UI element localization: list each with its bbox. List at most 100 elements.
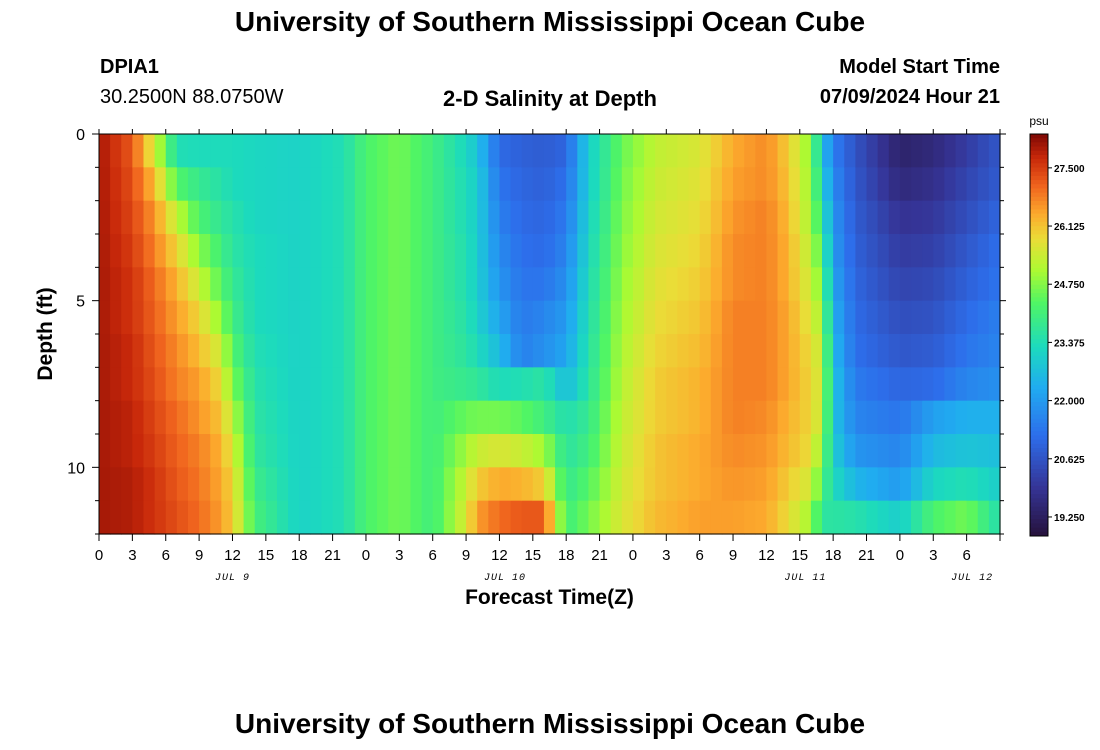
heatmap-cell bbox=[388, 400, 400, 435]
heatmap-cell bbox=[299, 167, 311, 202]
heatmap-cell bbox=[477, 134, 489, 168]
heatmap-cell bbox=[899, 167, 912, 202]
heatmap-cell bbox=[121, 334, 133, 368]
heatmap-cell bbox=[966, 467, 979, 502]
heatmap-cell bbox=[510, 334, 523, 368]
heatmap-cell bbox=[110, 400, 122, 435]
heatmap-cell bbox=[132, 400, 145, 435]
heatmap-cell bbox=[733, 400, 745, 435]
heatmap-cell bbox=[710, 400, 723, 435]
heatmap-cell bbox=[899, 467, 912, 502]
heatmap-cell bbox=[666, 367, 679, 402]
heatmap-cell bbox=[110, 234, 122, 268]
heatmap-cell bbox=[165, 167, 178, 202]
heatmap-cell bbox=[833, 300, 845, 335]
heatmap-cell bbox=[632, 334, 645, 368]
heatmap-cell bbox=[443, 400, 456, 435]
heatmap-cell bbox=[666, 434, 679, 468]
heatmap-cell bbox=[543, 467, 556, 502]
colorbar-strip bbox=[1030, 322, 1048, 328]
heatmap-cell bbox=[399, 200, 412, 235]
heatmap-cell bbox=[510, 467, 523, 502]
heatmap-cell bbox=[677, 267, 690, 302]
heatmap-cell bbox=[477, 167, 489, 202]
heatmap-cell bbox=[243, 334, 256, 368]
heatmap-cell bbox=[365, 467, 378, 502]
colorbar-strip bbox=[1030, 297, 1048, 302]
colorbar-strip bbox=[1030, 427, 1048, 432]
heatmap-cell bbox=[165, 467, 178, 502]
heatmap-cell bbox=[922, 267, 934, 302]
heatmap-cell bbox=[877, 467, 890, 502]
heatmap-cell bbox=[710, 200, 723, 235]
heatmap-cell bbox=[543, 334, 556, 368]
heatmap-cell bbox=[788, 334, 801, 368]
colorbar-strip bbox=[1030, 381, 1048, 386]
heatmap-cell bbox=[655, 234, 667, 268]
heatmap-cell bbox=[632, 267, 645, 302]
heatmap-cell bbox=[955, 500, 968, 535]
colorbar-strip bbox=[1030, 201, 1048, 206]
x-tick-label: 0 bbox=[362, 547, 370, 564]
colorbar-tick-label: 26.125 bbox=[1054, 222, 1085, 233]
colorbar-strip bbox=[1030, 217, 1048, 223]
heatmap-cell bbox=[555, 434, 567, 468]
heatmap-cell bbox=[343, 367, 356, 402]
heatmap-cell bbox=[377, 134, 389, 168]
heatmap-cell bbox=[810, 400, 823, 435]
heatmap-cell bbox=[232, 467, 245, 502]
heatmap-cell bbox=[733, 167, 745, 202]
heatmap-cell bbox=[810, 134, 823, 168]
heatmap-cell bbox=[699, 400, 712, 435]
heatmap-cell bbox=[677, 334, 690, 368]
heatmap-cell bbox=[988, 267, 1001, 302]
heatmap-cell bbox=[644, 300, 656, 335]
heatmap-cell bbox=[276, 367, 289, 402]
x-axis-title: Forecast Time(Z) bbox=[465, 586, 634, 609]
heatmap-cell bbox=[221, 467, 234, 502]
heatmap-cell bbox=[577, 434, 590, 468]
heatmap-cell bbox=[221, 334, 234, 368]
heatmap-cell bbox=[343, 167, 356, 202]
heatmap-cell bbox=[721, 434, 734, 468]
heatmap-cell bbox=[799, 200, 812, 235]
heatmap-cell bbox=[755, 200, 767, 235]
colorbar-strip bbox=[1030, 205, 1048, 210]
colorbar-strip bbox=[1030, 469, 1048, 474]
heatmap-cell bbox=[810, 200, 823, 235]
colorbar-strip bbox=[1030, 506, 1048, 512]
heatmap-cell bbox=[299, 434, 311, 468]
heatmap-cell bbox=[944, 334, 957, 368]
heatmap-cell bbox=[466, 200, 478, 235]
heatmap-cell bbox=[288, 167, 300, 202]
heatmap-cell bbox=[977, 300, 990, 335]
heatmap-cell bbox=[688, 167, 701, 202]
heatmap-cell bbox=[555, 500, 567, 535]
heatmap-cell bbox=[744, 500, 756, 535]
heatmap-cell bbox=[421, 300, 434, 335]
heatmap-cell bbox=[699, 467, 712, 502]
heatmap-cell bbox=[810, 267, 823, 302]
heatmap-cell bbox=[310, 334, 323, 368]
heatmap-cell bbox=[399, 234, 412, 268]
heatmap-cell bbox=[677, 300, 690, 335]
heatmap-cell bbox=[532, 367, 545, 402]
heatmap-cell bbox=[988, 500, 1001, 535]
heatmap-cell bbox=[165, 500, 178, 535]
heatmap-cell bbox=[877, 134, 890, 168]
x-tick-label: 3 bbox=[395, 547, 403, 564]
heatmap-cell bbox=[888, 134, 901, 168]
heatmap-cell bbox=[343, 400, 356, 435]
heatmap-cell bbox=[666, 400, 679, 435]
heatmap-cell bbox=[343, 200, 356, 235]
colorbar-strip bbox=[1030, 221, 1048, 227]
heatmap-cell bbox=[199, 400, 211, 435]
heatmap-cell bbox=[121, 500, 133, 535]
heatmap-cell bbox=[733, 200, 745, 235]
heatmap-cell bbox=[332, 400, 345, 435]
heatmap-cell bbox=[521, 234, 534, 268]
heatmap-cell bbox=[966, 200, 979, 235]
heatmap-cell bbox=[299, 500, 311, 535]
heatmap-cell bbox=[911, 134, 923, 168]
heatmap-cell bbox=[176, 267, 189, 302]
